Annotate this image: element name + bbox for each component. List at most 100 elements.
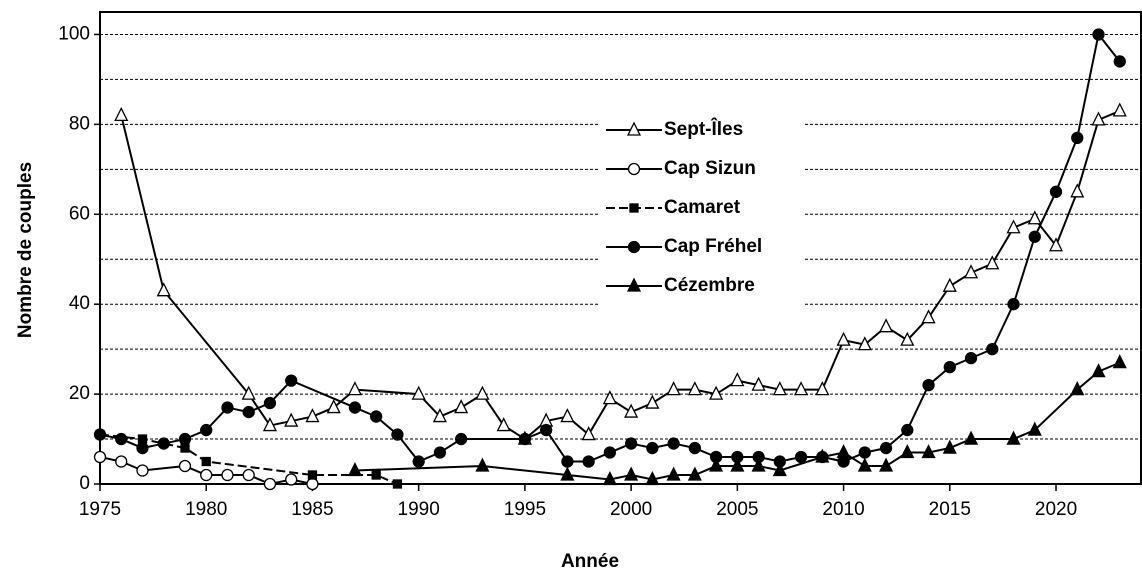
marker (432, 408, 447, 423)
marker (581, 426, 596, 441)
marker (688, 441, 702, 455)
marker (1091, 111, 1106, 126)
marker (262, 417, 278, 432)
marker (221, 401, 234, 414)
marker (200, 468, 213, 482)
marker (1112, 354, 1127, 369)
marker (137, 434, 148, 444)
marker (1028, 230, 1041, 243)
marker (858, 446, 871, 459)
marker (1092, 28, 1105, 41)
marker (241, 385, 256, 400)
legend-label: Cap Sizun (664, 158, 756, 179)
marker (136, 441, 149, 455)
marker (879, 318, 894, 333)
marker (455, 432, 468, 446)
y-tick-label: 60 (69, 203, 90, 224)
marker (560, 466, 575, 481)
series (114, 102, 1127, 445)
series-line (99, 456, 313, 486)
y-tick-label: 80 (69, 113, 90, 134)
marker (371, 470, 381, 480)
marker (666, 466, 681, 481)
legend-label: Camaret (664, 197, 741, 218)
marker (986, 342, 999, 356)
marker (263, 396, 277, 410)
marker (687, 466, 702, 481)
x-tick-label: 2005 (716, 499, 758, 520)
marker (901, 423, 914, 437)
marker (730, 457, 745, 472)
x-tick-label: 2000 (610, 499, 652, 520)
marker (1112, 102, 1127, 117)
marker (178, 459, 192, 473)
marker (348, 401, 362, 414)
x-tick-label: 2015 (929, 499, 971, 520)
x-tick-label: 1995 (504, 499, 546, 520)
marker (114, 106, 129, 122)
marker (200, 423, 213, 437)
marker (624, 403, 639, 418)
marker (518, 432, 532, 446)
marker (922, 378, 935, 392)
marker (709, 457, 724, 472)
marker (730, 372, 745, 387)
marker (115, 455, 128, 468)
marker (326, 399, 341, 414)
marker (836, 444, 851, 459)
marker (454, 399, 469, 414)
marker (626, 121, 642, 136)
marker (751, 457, 766, 472)
marker (1006, 219, 1021, 234)
marker (347, 462, 362, 477)
marker (156, 282, 171, 297)
marker (1113, 55, 1126, 68)
y-axis-label: Nombre de couples (15, 162, 36, 338)
y-tick-label: 40 (69, 293, 90, 314)
marker (772, 462, 787, 477)
x-axis-label: Année (561, 551, 619, 572)
marker (964, 351, 978, 365)
marker (603, 446, 617, 459)
marker (263, 477, 277, 491)
marker (1027, 421, 1042, 436)
y-tick-label: 0 (79, 473, 90, 494)
marker (624, 437, 638, 450)
marker (836, 331, 851, 346)
marker (1070, 183, 1085, 198)
legend-label: Cap Fréhel (664, 236, 762, 257)
marker (475, 457, 490, 472)
marker (645, 471, 660, 486)
marker (1048, 237, 1064, 252)
marker (305, 408, 320, 423)
marker (178, 432, 192, 446)
marker (201, 456, 211, 467)
marker (627, 162, 641, 176)
x-tick-label: 2010 (822, 499, 864, 520)
marker (963, 430, 979, 445)
y-tick-label: 100 (58, 23, 90, 44)
marker (285, 473, 298, 486)
legend-label: Cézembre (664, 275, 755, 296)
marker (1070, 381, 1085, 396)
marker (794, 450, 808, 464)
marker (284, 412, 299, 427)
marker (180, 443, 190, 453)
marker (1071, 131, 1084, 145)
marker (1006, 430, 1021, 445)
marker (306, 477, 319, 491)
marker (751, 376, 766, 391)
marker (645, 394, 660, 409)
marker (921, 309, 936, 324)
marker (627, 240, 641, 254)
marker (307, 470, 318, 480)
marker (582, 455, 595, 468)
y-tick-label: 20 (69, 383, 90, 404)
marker (242, 405, 255, 419)
legend-label: Sept-Îles (664, 118, 743, 140)
marker (221, 468, 234, 482)
marker (942, 277, 957, 292)
marker (709, 385, 724, 400)
marker (411, 385, 426, 400)
marker (157, 437, 170, 450)
